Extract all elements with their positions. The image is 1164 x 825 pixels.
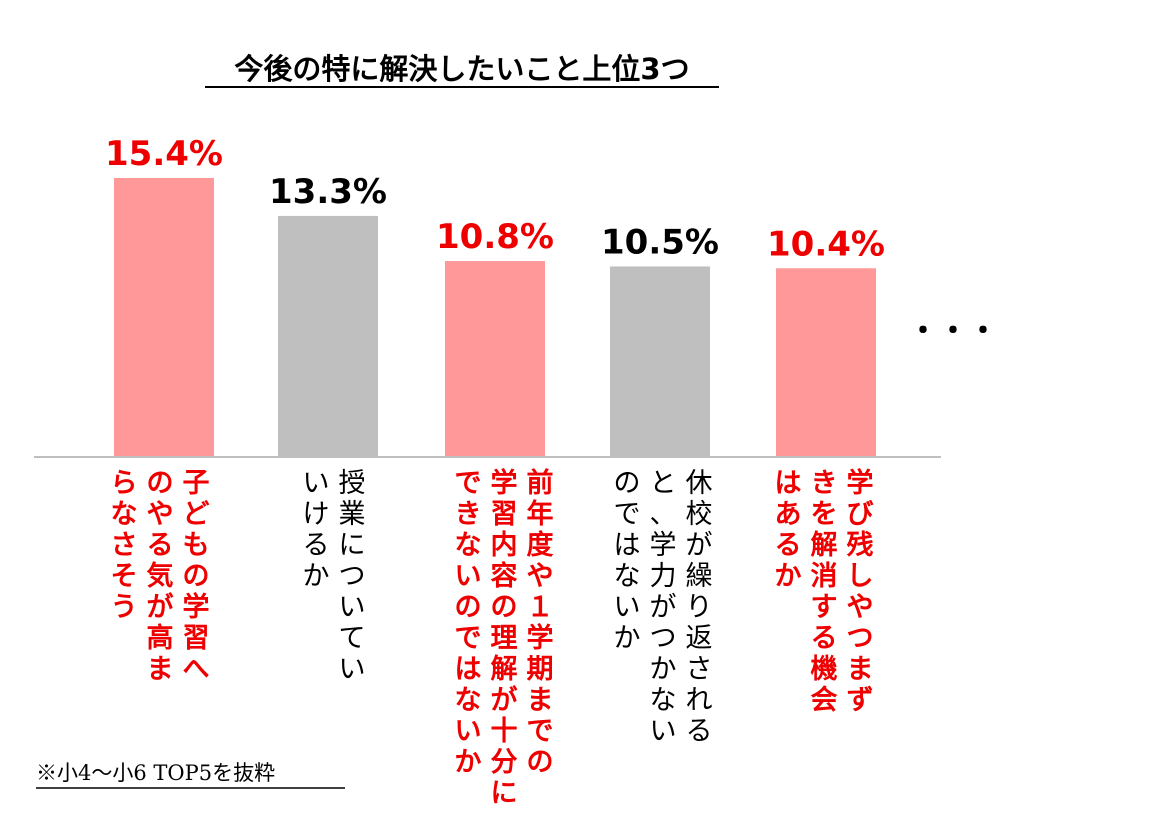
category-label-5-column-3: はあるか [775,468,802,592]
category-label-1-column-3: らなさそう [111,468,138,623]
category-label-3-column-2: 学習内容の理解が十分に [491,467,518,809]
category-label-4-column-3: のではないか [614,468,641,654]
value-label-3: 10.8% [436,217,554,257]
category-label-5-column-2: きを解消する機会 [811,468,838,716]
more-items-ellipsis: ・・・ [908,314,998,349]
bar-5 [776,268,876,456]
category-label-1-column-2: のやる気が高ま [147,468,174,685]
value-label-5: 10.4% [767,224,885,264]
value-label-4: 10.5% [601,222,719,262]
bar-1 [114,178,214,456]
category-label-5-column-1: 学び残しやつまず [847,467,874,716]
category-label-3-column-3: できないのではないか [455,468,482,778]
category-label-2-column-2: いけるか [303,468,330,592]
category-label-3-column-1: 前年度や１学期までの [527,467,554,778]
category-label-1-column-1: 子どもの学習へ [183,468,210,685]
category-label-2-column-1: 授業についてい [339,468,366,685]
value-label-2: 13.3% [269,172,387,212]
chart-title-group: 今後の特に解決したいこと上位3つ [205,52,719,88]
bar-4 [610,266,710,456]
bar-2 [278,215,378,456]
category-label-4-column-1: 休校が繰り返される [686,468,713,747]
value-label-1: 15.4% [105,134,223,174]
footnote: ※小4～小6 TOP5を抜粋 [36,761,275,785]
bar-3 [445,261,545,456]
category-label-4-column-2: と、学力がつかない [650,468,677,747]
chart-title: 今後の特に解決したいこと上位3つ [234,52,689,86]
bars-layer: 15.4% 13.3% 10.8% 10.5% 10.4% [105,134,885,456]
